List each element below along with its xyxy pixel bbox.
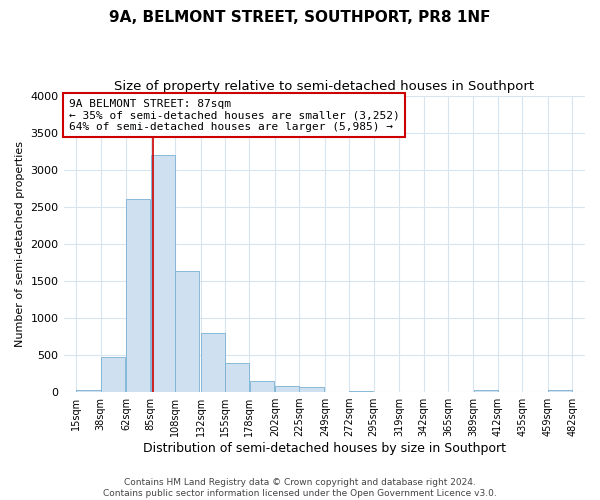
Bar — [101, 357, 125, 392]
Bar — [201, 333, 225, 392]
Text: 9A BELMONT STREET: 87sqm
← 35% of semi-detached houses are smaller (3,252)
64% o: 9A BELMONT STREET: 87sqm ← 35% of semi-d… — [69, 98, 400, 132]
Bar — [175, 270, 199, 392]
Bar — [349, 390, 373, 392]
Bar — [275, 386, 299, 392]
Title: Size of property relative to semi-detached houses in Southport: Size of property relative to semi-detach… — [114, 80, 535, 93]
Bar — [127, 200, 151, 392]
Bar — [151, 155, 175, 392]
Bar — [76, 390, 101, 392]
Y-axis label: Number of semi-detached properties: Number of semi-detached properties — [15, 141, 25, 347]
Bar — [473, 390, 498, 392]
Bar — [250, 381, 274, 392]
X-axis label: Distribution of semi-detached houses by size in Southport: Distribution of semi-detached houses by … — [143, 442, 506, 455]
Text: Contains HM Land Registry data © Crown copyright and database right 2024.
Contai: Contains HM Land Registry data © Crown c… — [103, 478, 497, 498]
Text: 9A, BELMONT STREET, SOUTHPORT, PR8 1NF: 9A, BELMONT STREET, SOUTHPORT, PR8 1NF — [109, 10, 491, 25]
Bar — [299, 386, 323, 392]
Bar — [548, 390, 572, 392]
Bar — [225, 363, 249, 392]
